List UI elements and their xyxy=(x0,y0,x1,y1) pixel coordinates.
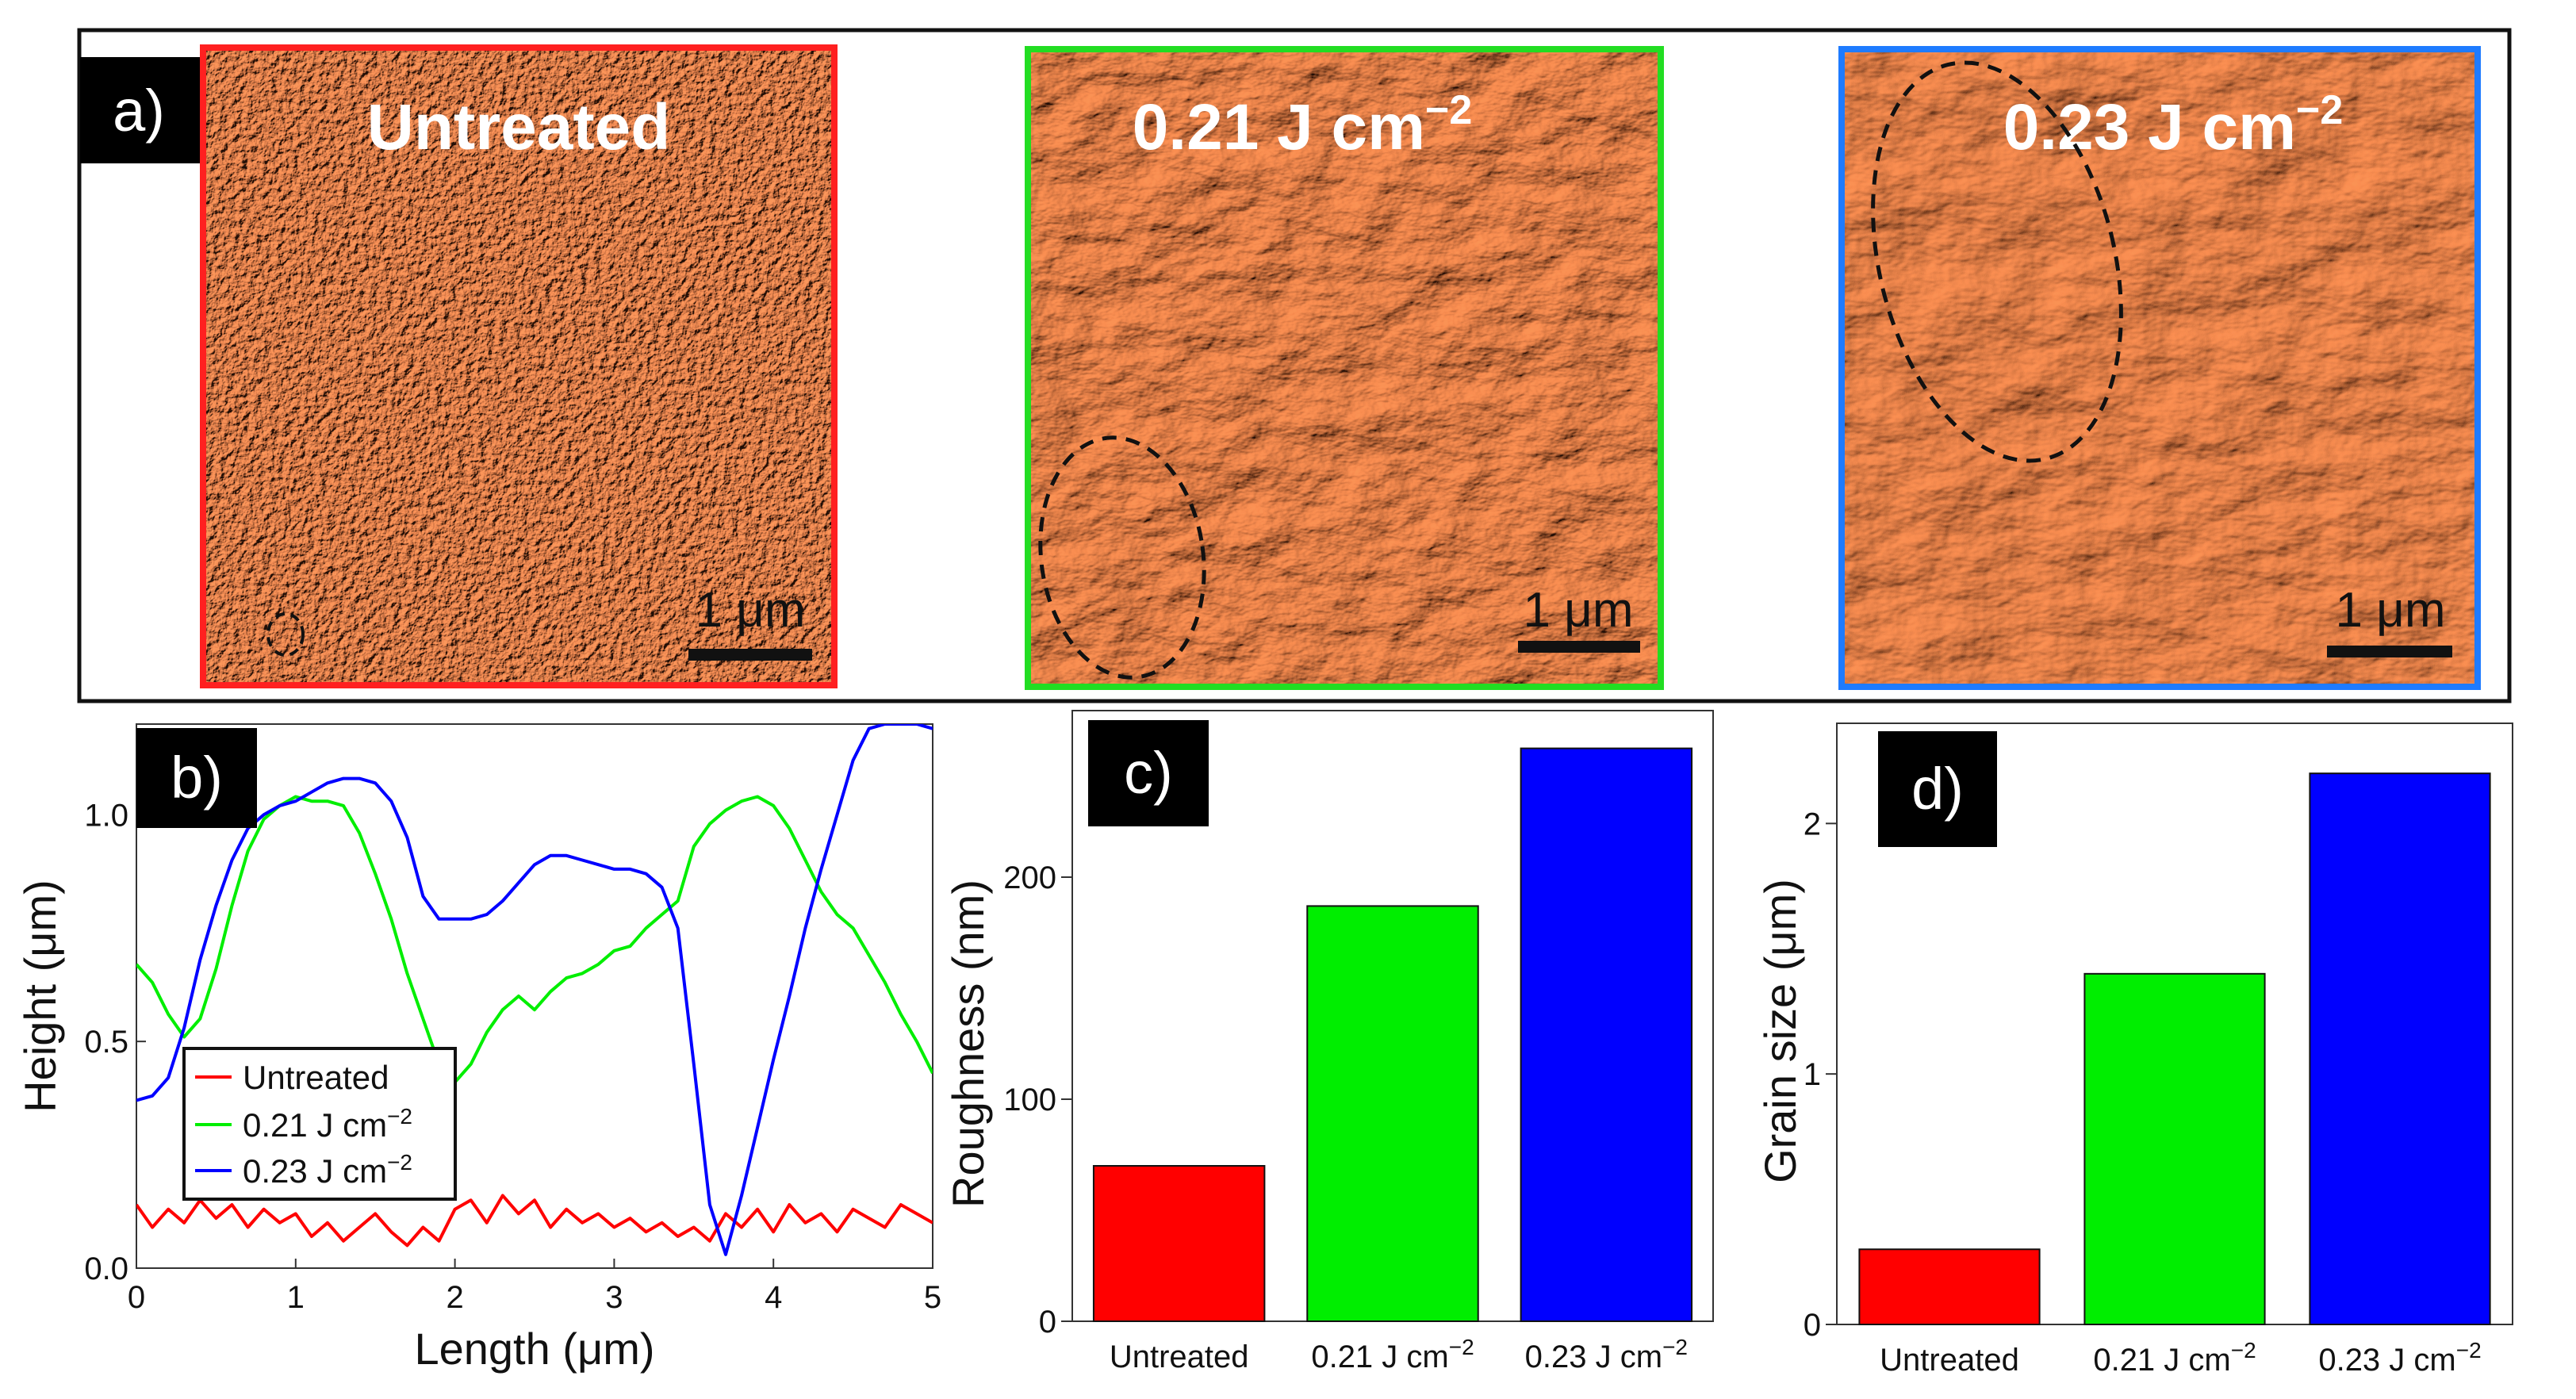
afm-image-021-scale-bar xyxy=(1518,641,1640,653)
panel-b-series xyxy=(136,724,933,1256)
panel-c-bars xyxy=(1092,747,1693,1322)
afm-image-023-frame xyxy=(1838,46,2481,690)
panel-a-frame xyxy=(77,28,2512,703)
panel-d-category-label: 0.23 J cm−2 xyxy=(2318,1338,2481,1378)
legend-label-021: 0.21 J cm−2 xyxy=(243,1104,412,1144)
panel-c-category-label: 0.23 J cm−2 xyxy=(1525,1335,1688,1374)
panel-b-plot-frame xyxy=(136,723,933,1269)
panel-d: 0 1 2 Untreated 0.21 J cm−2 0.23 J cm−2 d) G… xyxy=(1755,722,2513,1378)
afm-image-untreated-grain-marker xyxy=(266,612,305,657)
afm-image-untreated-title: Untreated xyxy=(367,91,671,163)
legend-label-023: 0.23 J cm−2 xyxy=(243,1150,412,1190)
panel-b: 0 1 2 3 4 5 0.0 0.5 1.0 b) Length (μm) Height (μ… xyxy=(15,723,941,1374)
afm-image-023-title: 0.23 J cm−2 xyxy=(2003,87,2344,163)
panel-c-ticks: 0 100 200 xyxy=(1003,860,1072,1340)
panel-c-label: c) xyxy=(1124,740,1173,806)
afm-image-023-scale-bar xyxy=(2327,646,2452,657)
panel-c-ytick-label: 0 xyxy=(1039,1305,1056,1340)
panel-c-category-label: Untreated xyxy=(1110,1340,1249,1374)
panel-c-category-label: 0.21 J cm−2 xyxy=(1311,1335,1474,1374)
afm-image-untreated: Untreated 1 μm xyxy=(200,44,838,688)
panel-b-label-box xyxy=(136,728,257,828)
afm-image-021-grain-marker xyxy=(1038,435,1206,680)
panel-d-ytick-label: 2 xyxy=(1804,807,1821,841)
panel-d-bars xyxy=(1858,772,2491,1326)
panel-b-ytick-label: 0.5 xyxy=(84,1025,128,1060)
afm-image-023: 0.23 J cm−2 1 μm xyxy=(1838,46,2481,690)
panel-c-bar-0-23-j-cm xyxy=(1520,747,1693,1322)
panel-b-label: b) xyxy=(171,745,223,811)
panel-d-bar-0-23-j-cm xyxy=(2309,772,2491,1325)
panel-d-ylabel: Grain size (μm) xyxy=(1755,879,1805,1183)
panel-b-xtick-label: 2 xyxy=(446,1280,463,1315)
panel-d-label-box xyxy=(1878,731,1997,847)
afm-image-untreated-scale-bar xyxy=(688,649,812,661)
panel-d-category-labels: Untreated 0.21 J cm−2 0.23 J cm−2 xyxy=(1880,1338,2482,1378)
panel-a-label-box xyxy=(80,57,201,163)
panel-c-ytick-label: 200 xyxy=(1003,860,1056,895)
panel-d-ytick-label: 1 xyxy=(1804,1057,1821,1092)
afm-image-untreated-frame xyxy=(200,44,838,688)
afm-image-021-title: 0.21 J cm−2 xyxy=(1133,87,1473,163)
panel-d-bar-untreated xyxy=(1858,1248,2041,1325)
panel-b-xtick-label: 0 xyxy=(128,1280,145,1315)
panel-a: a) Untreated 1 μm 0.21 J cm−2 1 μm 0 xyxy=(77,28,2512,703)
panel-c-label-box xyxy=(1088,720,1209,826)
panel-b-xtick-label: 3 xyxy=(605,1280,623,1315)
panel-d-label: d) xyxy=(1911,756,1964,822)
panel-a-label: a) xyxy=(113,78,165,144)
afm-image-021: 0.21 J cm−2 1 μm xyxy=(1025,46,1664,690)
panel-b-xtick-label: 4 xyxy=(765,1280,782,1315)
panel-b-ytick-label: 0.0 xyxy=(84,1251,128,1286)
panel-d-bar-0-21-j-cm xyxy=(2083,972,2266,1326)
afm-image-untreated-texture xyxy=(203,48,834,685)
panel-b-xlabel: Length (μm) xyxy=(414,1324,654,1374)
panel-b-ytick-label: 1.0 xyxy=(84,798,128,833)
afm-image-021-scale-label: 1 μm xyxy=(1523,583,1633,638)
panel-b-xtick-label: 5 xyxy=(924,1280,941,1315)
panel-b-tick-labels: 0 1 2 3 4 5 0.0 0.5 1.0 xyxy=(84,798,941,1315)
panel-c-bar-0-21-j-cm xyxy=(1306,905,1479,1322)
series-line-021 xyxy=(136,795,933,1084)
afm-image-023-scale-label: 1 μm xyxy=(2335,583,2445,638)
panel-d-category-label: Untreated xyxy=(1880,1343,2019,1378)
panel-c-ytick-label: 100 xyxy=(1003,1083,1056,1117)
panel-d-ticks: 0 1 2 xyxy=(1804,807,1837,1343)
afm-image-021-texture xyxy=(1028,49,1661,687)
panel-d-category-label: 0.21 J cm−2 xyxy=(2093,1338,2256,1378)
afm-image-023-texture xyxy=(1842,49,2478,687)
legend-label-untreated: Untreated xyxy=(243,1059,389,1096)
afm-image-untreated-scale-label: 1 μm xyxy=(695,583,805,638)
series-line-untreated xyxy=(136,1194,933,1248)
panel-b-ylabel: Height (μm) xyxy=(15,880,65,1113)
panel-b-xtick-label: 1 xyxy=(287,1280,305,1315)
afm-image-023-grain-marker xyxy=(1871,60,2123,463)
panel-d-ytick-label: 0 xyxy=(1804,1308,1821,1343)
series-line-023 xyxy=(136,724,933,1256)
panel-c-ylabel: Roughness (nm) xyxy=(943,880,993,1208)
panel-c-bar-untreated xyxy=(1092,1165,1266,1322)
panel-b-legend: Untreated 0.21 J cm−2 0.23 J cm−2 xyxy=(182,1047,457,1201)
panel-c-category-labels: Untreated 0.21 J cm−2 0.23 J cm−2 xyxy=(1110,1335,1688,1374)
afm-image-021-frame xyxy=(1025,46,1664,690)
